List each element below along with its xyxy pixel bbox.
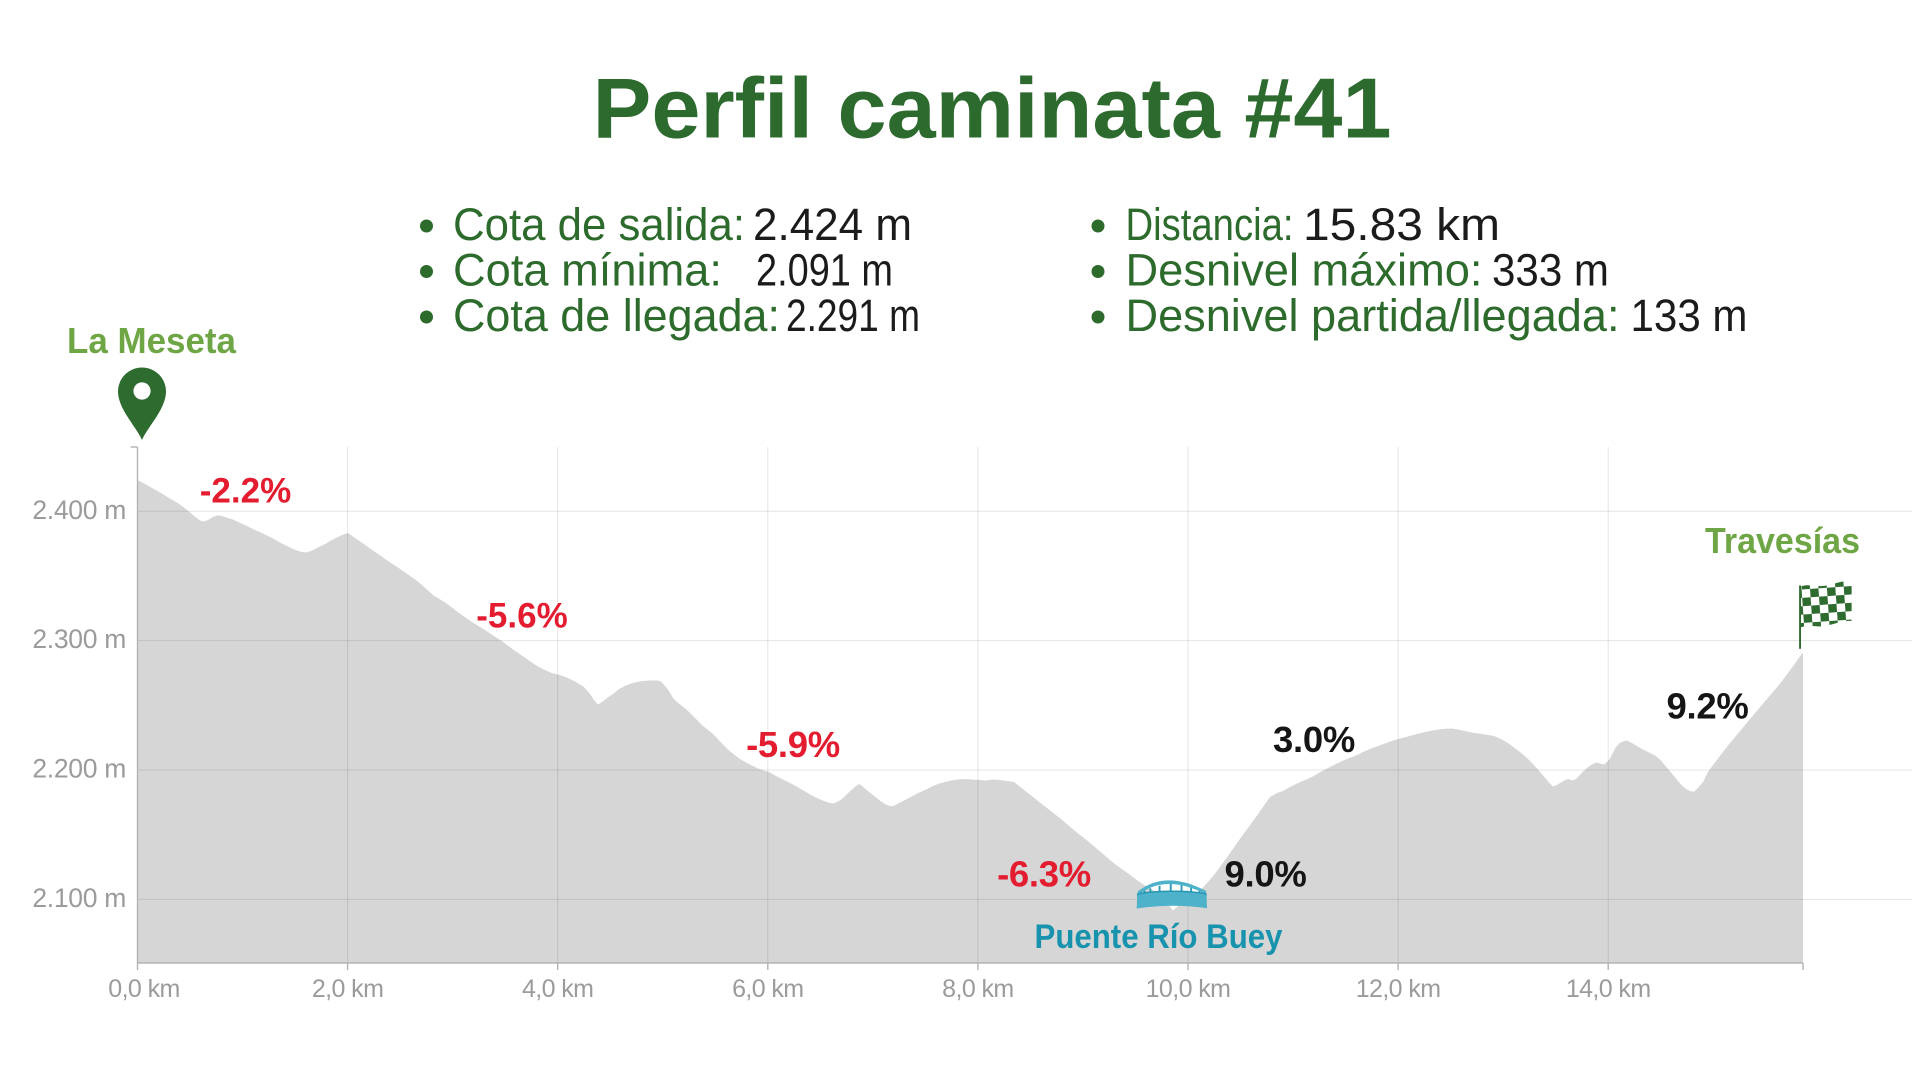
svg-text:Cota mínima:: Cota mínima:	[453, 245, 722, 296]
svg-text:Desnivel partida/llegada:: Desnivel partida/llegada:	[1126, 290, 1620, 341]
svg-text:2.300 m: 2.300 m	[32, 624, 126, 654]
svg-text:2.424 m: 2.424 m	[753, 199, 912, 250]
svg-text:14,0 km: 14,0 km	[1566, 975, 1651, 1003]
svg-text:4,0 km: 4,0 km	[522, 975, 593, 1003]
svg-text:2.400 m: 2.400 m	[32, 495, 126, 525]
svg-text:-5.6%: -5.6%	[476, 597, 567, 636]
svg-text:15.83 km: 15.83 km	[1303, 199, 1500, 250]
svg-text:2.200 m: 2.200 m	[32, 754, 126, 784]
svg-text:2.100 m: 2.100 m	[32, 883, 126, 913]
svg-text:Puente Río Buey: Puente Río Buey	[1035, 918, 1283, 956]
svg-text:133 m: 133 m	[1631, 290, 1748, 341]
svg-text:12,0 km: 12,0 km	[1356, 975, 1441, 1003]
svg-text:La Meseta: La Meseta	[67, 320, 237, 361]
svg-text:2.291 m: 2.291 m	[786, 290, 920, 341]
svg-text:6,0 km: 6,0 km	[732, 975, 803, 1003]
svg-text:Perfil caminata #41: Perfil caminata #41	[593, 62, 1392, 157]
svg-text:-5.9%: -5.9%	[746, 724, 840, 765]
svg-text:0,0 km: 0,0 km	[108, 975, 179, 1003]
svg-text:9.0%: 9.0%	[1225, 853, 1307, 894]
svg-text:-6.3%: -6.3%	[997, 853, 1091, 894]
svg-text:2.091 m: 2.091 m	[756, 245, 893, 296]
svg-text:Cota de llegada:: Cota de llegada:	[453, 290, 780, 341]
svg-text:Cota de salida:: Cota de salida:	[453, 199, 745, 250]
svg-text:9.2%: 9.2%	[1667, 686, 1749, 727]
svg-text:3.0%: 3.0%	[1273, 719, 1355, 760]
svg-text:8,0 km: 8,0 km	[942, 975, 1013, 1003]
svg-text:Travesías: Travesías	[1705, 520, 1860, 561]
svg-text:Desnivel máximo:: Desnivel máximo:	[1126, 245, 1483, 296]
svg-text:333 m: 333 m	[1492, 245, 1609, 296]
svg-text:Distancia:: Distancia:	[1126, 199, 1294, 250]
svg-text:10,0 km: 10,0 km	[1146, 975, 1231, 1003]
svg-text:2,0 km: 2,0 km	[312, 975, 383, 1003]
svg-text:-2.2%: -2.2%	[200, 472, 291, 511]
